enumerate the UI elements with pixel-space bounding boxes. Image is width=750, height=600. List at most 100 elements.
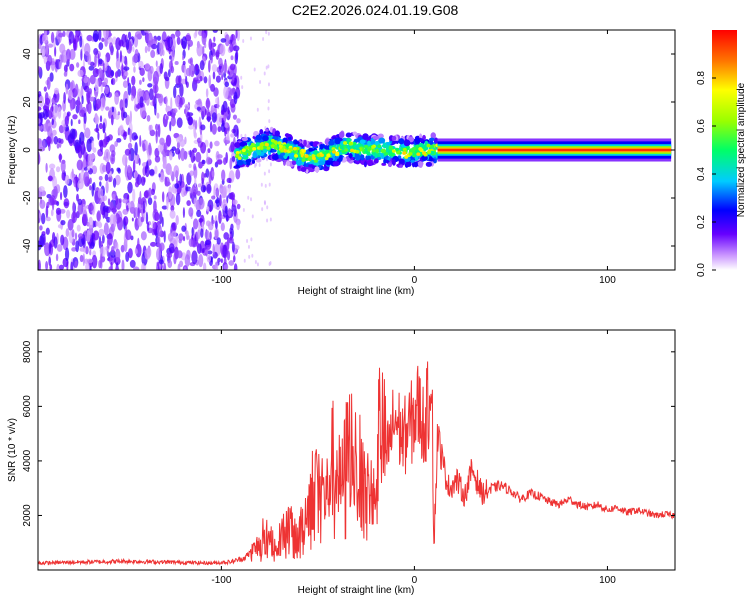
spectrogram-noise-mark <box>211 195 216 200</box>
spectrogram-noise-mark <box>155 212 160 222</box>
spectrogram-noise-mark <box>154 155 161 163</box>
spectrogram-noise-mark <box>95 98 102 110</box>
spectrogram-core-mark <box>415 144 420 149</box>
spectrogram-noise-mark <box>175 30 181 38</box>
spectrogram-noise-mark <box>77 69 84 78</box>
spectrogram-transition-mark <box>252 151 258 159</box>
spectrogram-sparse-mark <box>251 214 254 219</box>
spectrogram-noise-mark <box>77 233 84 239</box>
spectrogram-noise-mark <box>209 121 213 133</box>
spectrogram-noise-mark <box>175 75 181 86</box>
spectrogram-sparse-mark <box>258 162 261 167</box>
spectrogram-noise-mark <box>140 216 144 223</box>
spectrogram-noise-mark <box>184 66 187 78</box>
spectrogram-noise-mark <box>131 75 136 86</box>
spectrogram-noise-mark <box>182 55 185 61</box>
spectrogram-core-mark <box>418 147 423 151</box>
spectrogram-noise-mark <box>224 34 230 47</box>
spectrogram-noise-mark <box>65 228 70 238</box>
spectrogram-noise-mark <box>233 45 240 52</box>
spectrogram-noise-mark <box>128 153 132 161</box>
spectrogram-transition-mark <box>307 155 312 162</box>
spectrogram-noise-mark <box>231 75 235 83</box>
spectrogram-noise-mark <box>195 63 199 72</box>
spectrogram-noise-mark <box>100 84 103 93</box>
spectrogram-noise-mark <box>196 106 202 111</box>
spectrogram-core-mark <box>304 154 309 158</box>
spectrogram-sparse-mark <box>269 261 272 266</box>
spectrogram-noise-mark <box>125 229 132 241</box>
spectrogram-transition-mark <box>241 137 248 142</box>
spectrogram-core-mark <box>350 148 355 153</box>
spectrogram-noise-mark <box>219 43 226 57</box>
spectrogram-core-mark <box>426 143 431 148</box>
spectrogram-noise-mark <box>66 111 71 117</box>
spectrogram-noise-mark <box>56 244 63 252</box>
spectrogram-noise-mark <box>144 63 150 70</box>
spectrogram-noise-mark <box>52 129 57 136</box>
spectrogram-noise-mark <box>149 88 154 101</box>
spectrogram-noise-mark <box>81 95 84 105</box>
spectrogram-core-mark <box>388 152 393 157</box>
spectrogram-noise-mark <box>175 192 181 206</box>
spectrogram-noise-mark <box>230 141 235 152</box>
spectrogram-core-mark <box>259 146 264 150</box>
spectrogram-noise-mark <box>42 139 46 152</box>
spectrogram-transition-mark <box>391 135 397 141</box>
spectrogram-noise-mark <box>206 254 212 263</box>
spectrogram-noise-mark <box>82 157 87 169</box>
spectrogram-noise-mark <box>43 244 50 249</box>
spectrogram-noise-mark <box>169 209 176 219</box>
spectrogram-marks <box>38 30 672 270</box>
spectrogram-noise-mark <box>38 118 41 124</box>
spectrogram-noise-mark <box>48 109 52 118</box>
spectrogram-noise-mark <box>134 248 138 255</box>
spectrogram-noise-mark <box>174 95 180 105</box>
spectrogram-noise-mark <box>165 134 172 147</box>
spectrogram-core-mark <box>313 151 318 155</box>
spectrogram-noise-mark <box>38 106 42 111</box>
spectrogram-noise-mark <box>197 183 202 188</box>
spectrogram-transition-mark <box>287 136 292 140</box>
spectrogram-core-mark <box>252 147 257 151</box>
spectrogram-noise-mark <box>169 55 172 60</box>
colorbar-tick-label: 0.0 <box>696 263 707 277</box>
spectrogram-noise-mark <box>69 81 74 91</box>
spectrogram-noise-mark <box>179 173 182 186</box>
spectrogram-noise-mark <box>165 115 169 121</box>
spectrogram-noise-mark <box>198 253 204 268</box>
spectrogram-noise-mark <box>230 133 235 138</box>
spectrogram-noise-mark <box>67 219 74 231</box>
spectrogram-noise-mark <box>85 262 90 270</box>
spectrogram-noise-mark <box>59 152 62 163</box>
spectrogram-noise-mark <box>75 145 81 154</box>
spectrogram-noise-mark <box>101 196 105 203</box>
spectrogram-transition-mark <box>403 139 411 147</box>
spectrogram-noise-mark <box>161 205 168 210</box>
snr-plot-area <box>38 330 675 570</box>
spectrogram-noise-mark <box>40 45 46 57</box>
spectrogram-noise-mark <box>223 232 230 240</box>
snr-x-ticks: -100 0 100 <box>211 330 616 586</box>
snr-frame <box>37 329 676 571</box>
spectrogram-y-tick-label: 0 <box>22 147 33 153</box>
spectrogram-noise-mark <box>152 70 160 85</box>
spectrogram-noise-mark <box>200 228 204 238</box>
spectrogram-panel: -100 0 100 -40 -20 0 20 40 Height of straight … <box>7 29 676 297</box>
spectrogram-core-mark <box>404 155 409 159</box>
spectrogram-noise-mark <box>173 85 177 99</box>
spectrogram-transition-mark <box>348 153 353 159</box>
spectrogram-noise-mark <box>49 195 56 206</box>
spectrogram-noise-mark <box>220 109 225 116</box>
spectrogram-noise-mark <box>188 207 194 217</box>
spectrogram-noise-mark <box>164 76 170 82</box>
spectrogram-noise-mark <box>186 172 192 186</box>
spectrogram-noise-mark <box>83 77 89 84</box>
spectrogram-noise-mark <box>176 250 183 259</box>
spectrogram-noise-mark <box>204 108 207 116</box>
spectrogram-transition-mark <box>363 161 367 168</box>
spectrogram-core-mark <box>245 146 250 150</box>
spectrogram-noise-mark <box>97 197 102 205</box>
spectrogram-transition-mark <box>414 149 418 154</box>
spectrogram-noise-mark <box>89 177 92 185</box>
